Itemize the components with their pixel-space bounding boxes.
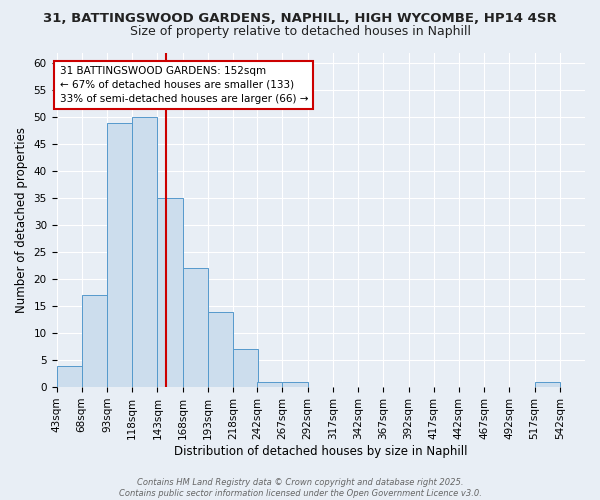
- Bar: [283, 382, 308, 387]
- Bar: [107, 122, 132, 387]
- Text: Size of property relative to detached houses in Naphill: Size of property relative to detached ho…: [130, 25, 470, 38]
- Text: Contains HM Land Registry data © Crown copyright and database right 2025.
Contai: Contains HM Land Registry data © Crown c…: [119, 478, 481, 498]
- Bar: [257, 382, 283, 387]
- Text: 31 BATTINGSWOOD GARDENS: 152sqm
← 67% of detached houses are smaller (133)
33% o: 31 BATTINGSWOOD GARDENS: 152sqm ← 67% of…: [59, 66, 308, 104]
- Bar: [208, 312, 233, 387]
- X-axis label: Distribution of detached houses by size in Naphill: Distribution of detached houses by size …: [174, 444, 467, 458]
- Y-axis label: Number of detached properties: Number of detached properties: [15, 127, 28, 313]
- Text: 31, BATTINGSWOOD GARDENS, NAPHILL, HIGH WYCOMBE, HP14 4SR: 31, BATTINGSWOOD GARDENS, NAPHILL, HIGH …: [43, 12, 557, 26]
- Bar: [233, 350, 258, 387]
- Bar: [157, 198, 182, 387]
- Bar: [182, 268, 208, 387]
- Bar: [82, 296, 107, 387]
- Bar: [132, 118, 157, 387]
- Bar: [56, 366, 82, 387]
- Bar: [535, 382, 560, 387]
